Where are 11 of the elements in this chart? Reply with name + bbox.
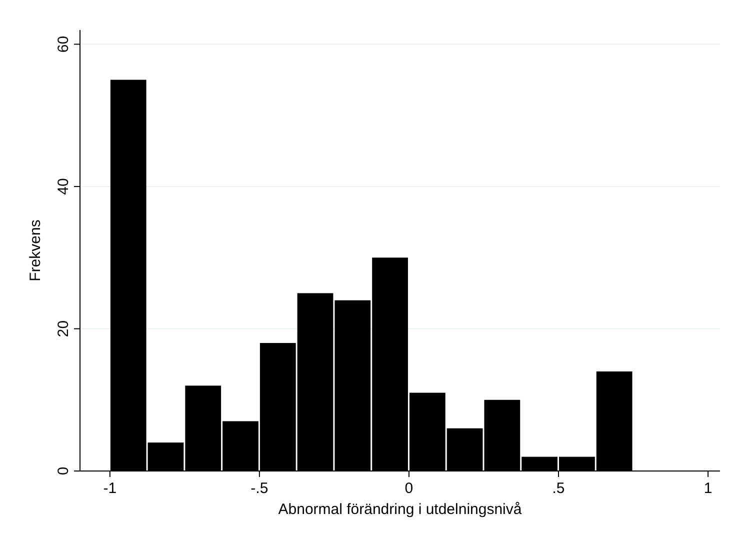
x-tick-label: 1: [704, 480, 712, 497]
y-tick-label: 0: [55, 466, 72, 476]
x-tick-label: .5: [552, 480, 565, 497]
x-tick-label: -.5: [250, 480, 268, 497]
x-tick-label: -1: [103, 480, 117, 497]
y-tick-label: 40: [55, 178, 72, 195]
y-axis-title: Frekvens: [27, 220, 44, 282]
y-tick-label: 20: [55, 320, 72, 338]
x-tick-label: 0: [404, 480, 414, 497]
x-axis-title: Abnormal förändring i utdelningsnivå: [278, 501, 522, 518]
y-tick-label: 60: [55, 36, 72, 53]
